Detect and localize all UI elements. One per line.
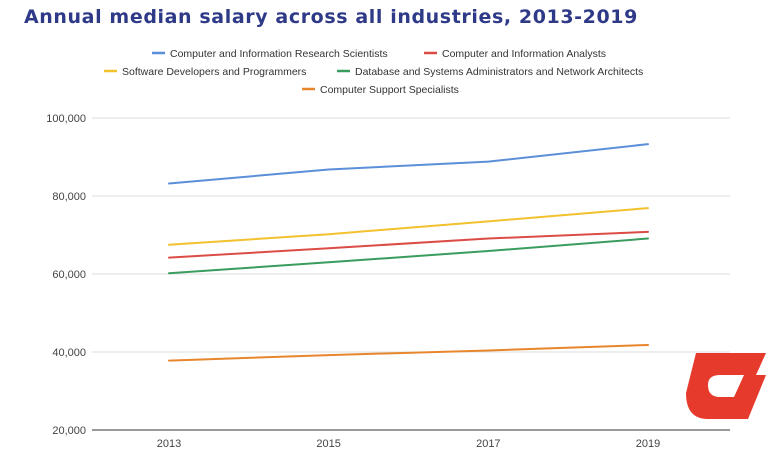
logo-icon (686, 353, 766, 419)
series-line-1 (168, 143, 649, 185)
x-tick-label: 2015 (316, 438, 340, 450)
chart-title: Annual median salary across all industri… (24, 6, 638, 28)
legend-label: Software Developers and Programmers (122, 66, 306, 78)
series-line-5 (168, 343, 649, 362)
legend-label: Database and Systems Administrators and … (355, 66, 643, 78)
legend-label: Computer and Information Analysts (442, 48, 606, 60)
y-axis-ticks: 20,000 40,000 60,000 80,000 100,000 (46, 113, 86, 437)
series-line-3 (168, 207, 649, 246)
x-axis-ticks: 2013 2015 2017 2019 (157, 438, 660, 450)
legend-label: Computer and Information Research Scient… (170, 48, 388, 60)
x-tick-label: 2013 (157, 438, 181, 450)
y-tick-label: 100,000 (46, 113, 86, 125)
legend-label: Computer Support Specialists (320, 84, 459, 96)
chart-series (168, 143, 649, 362)
x-tick-label: 2019 (636, 438, 660, 450)
x-tick-label: 2017 (476, 438, 500, 450)
y-tick-label: 60,000 (52, 269, 86, 281)
y-tick-label: 40,000 (52, 347, 86, 359)
y-tick-label: 80,000 (52, 191, 86, 203)
chart-gridlines (92, 117, 730, 431)
series-line-4 (168, 237, 649, 275)
series-line-2 (168, 230, 649, 259)
chart-legend: Computer and Information Research Scient… (104, 48, 643, 96)
y-tick-label: 20,000 (52, 425, 86, 437)
